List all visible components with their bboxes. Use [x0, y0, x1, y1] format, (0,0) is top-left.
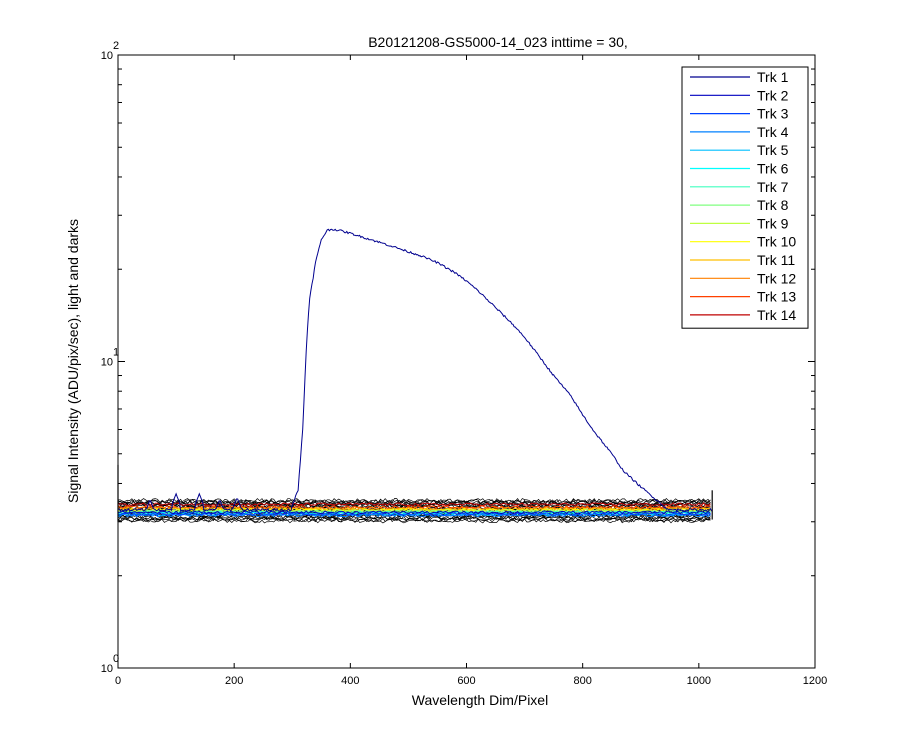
legend-label-trk-3: Trk 3 — [757, 106, 789, 122]
y-tick-exponent-0: 0 — [113, 653, 119, 665]
x-tick-label-0: 0 — [115, 675, 121, 687]
legend-label-trk-10: Trk 10 — [757, 234, 796, 250]
legend-label-trk-13: Trk 13 — [757, 289, 796, 305]
x-tick-label-400: 400 — [341, 675, 359, 687]
dark-trace-21 — [117, 498, 711, 505]
legend-label-trk-12: Trk 12 — [757, 270, 796, 286]
chart-title: B20121208-GS5000-14_023 inttime = 30, — [368, 34, 628, 50]
series-line-trk-2 — [118, 510, 711, 515]
legend-label-trk-14: Trk 14 — [757, 307, 796, 323]
legend-label-trk-9: Trk 9 — [757, 215, 789, 231]
x-tick-label-1000: 1000 — [687, 675, 711, 687]
legend-box — [681, 66, 809, 329]
y-tick-label-0: 10 — [101, 663, 113, 675]
legend-label-trk-6: Trk 6 — [757, 161, 789, 177]
data-series-group — [117, 228, 713, 524]
y-axis-label: Signal Intensity (ADU/pix/sec), light an… — [65, 219, 81, 503]
plot-area-border — [117, 54, 816, 669]
y-tick-exponent-1: 1 — [113, 347, 119, 359]
dark-trace-22 — [118, 497, 711, 504]
series-line-trk-1 — [117, 228, 713, 513]
legend-label-trk-11: Trk 11 — [757, 252, 795, 268]
legend-label-trk-4: Trk 4 — [757, 124, 789, 140]
x-tick-label-800: 800 — [573, 675, 591, 687]
dark-trace-5 — [117, 514, 711, 520]
legend: Trk 1 Trk 2 Trk 3 Trk 4 Trk 5 Trk 6 Trk 7 Trk 8… — [681, 66, 809, 329]
x-axis-label: Wavelength Dim/Pixel — [412, 692, 548, 708]
y-tick-label-1: 10 — [101, 357, 113, 369]
legend-label-trk-5: Trk 5 — [757, 142, 789, 158]
x-tick-label-1200: 1200 — [803, 675, 827, 687]
series-line-trk-3 — [117, 512, 711, 516]
legend-label-trk-8: Trk 8 — [757, 197, 789, 213]
y-tick-label-2: 10 — [101, 50, 113, 62]
legend-label-trk-1: Trk 1 — [757, 69, 789, 85]
series-line-trk-4 — [117, 513, 711, 518]
y-tick-exponent-2: 2 — [113, 40, 119, 52]
x-tick-label-200: 200 — [225, 675, 243, 687]
legend-label-trk-7: Trk 7 — [757, 179, 789, 195]
series-line-trk-14 — [117, 502, 711, 507]
x-tick-label-600: 600 — [457, 675, 475, 687]
legend-label-trk-2: Trk 2 — [757, 87, 789, 103]
